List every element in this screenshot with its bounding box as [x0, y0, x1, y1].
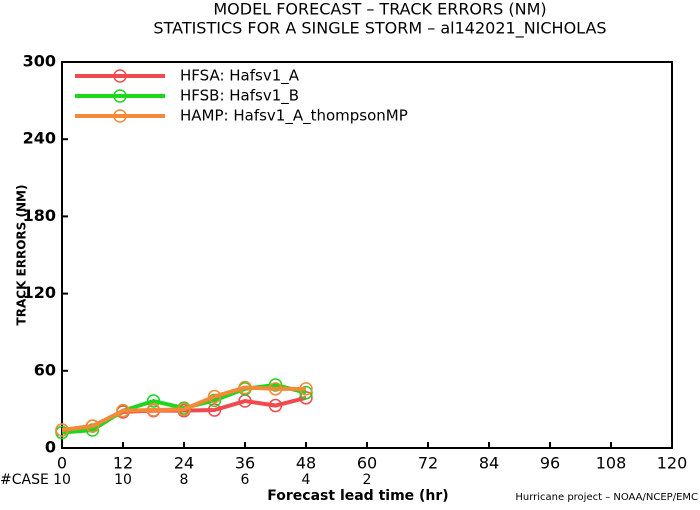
y-tick-label: 120 [23, 283, 56, 302]
case-count: 8 [180, 472, 189, 488]
y-tick-label: 180 [23, 206, 56, 225]
y-tick-label: 300 [23, 52, 56, 71]
x-tick-label: 0 [57, 454, 67, 473]
chart-title: MODEL FORECAST – TRACK ERRORS (NM) [213, 0, 546, 19]
data-point [299, 385, 313, 400]
legend-label: HFSA: Hafsv1_A [180, 67, 300, 86]
legend-marker [113, 69, 127, 83]
data-point [268, 378, 283, 392]
x-tick-label: 24 [174, 454, 194, 473]
x-axis-label: Forecast lead time (hr) [267, 488, 448, 504]
data-point [299, 382, 313, 396]
data-point [207, 403, 222, 417]
case-count: 10 [114, 472, 132, 488]
case-count: 10 [53, 472, 71, 488]
legend-marker [113, 89, 127, 103]
y-tick-label: 0 [45, 438, 56, 457]
data-point [55, 423, 69, 437]
data-point [268, 398, 283, 413]
case-label: #CASE [0, 472, 49, 488]
case-count: 2 [363, 472, 372, 488]
y-axis-label: TRACK ERRORS (NM) [15, 185, 29, 326]
x-tick-label: 84 [479, 454, 499, 473]
x-tick-label: 72 [418, 454, 438, 473]
x-tick-label: 36 [235, 454, 255, 473]
x-tick-label: 60 [357, 454, 377, 473]
data-point [85, 419, 100, 433]
legend-label: HAMP: Hafsv1_A_thompsonMP [180, 107, 408, 126]
case-count: 6 [241, 472, 250, 488]
x-tick-label: 12 [113, 454, 133, 473]
x-tick-label: 48 [296, 454, 316, 473]
y-tick-label: 240 [23, 129, 56, 148]
x-tick-label: 120 [657, 454, 688, 473]
footer: Hurricane project – NOAA/NCEP/EMC [515, 492, 698, 503]
x-tick-label: 108 [596, 454, 627, 473]
data-point [146, 394, 161, 408]
data-point [268, 382, 283, 396]
data-point [146, 403, 161, 417]
case-count: 4 [302, 472, 311, 488]
data-point [177, 402, 191, 417]
legend-label: HFSB: Hafsv1_B [180, 87, 299, 106]
y-tick-label: 60 [34, 360, 56, 379]
series-line [61, 385, 306, 432]
data-point [116, 403, 130, 418]
data-point [207, 389, 222, 404]
data-point [238, 380, 252, 395]
x-tick-label: 96 [540, 454, 560, 473]
chart-subtitle: STATISTICS FOR A SINGLE STORM – al142021… [153, 19, 606, 39]
legend-marker [113, 109, 127, 123]
